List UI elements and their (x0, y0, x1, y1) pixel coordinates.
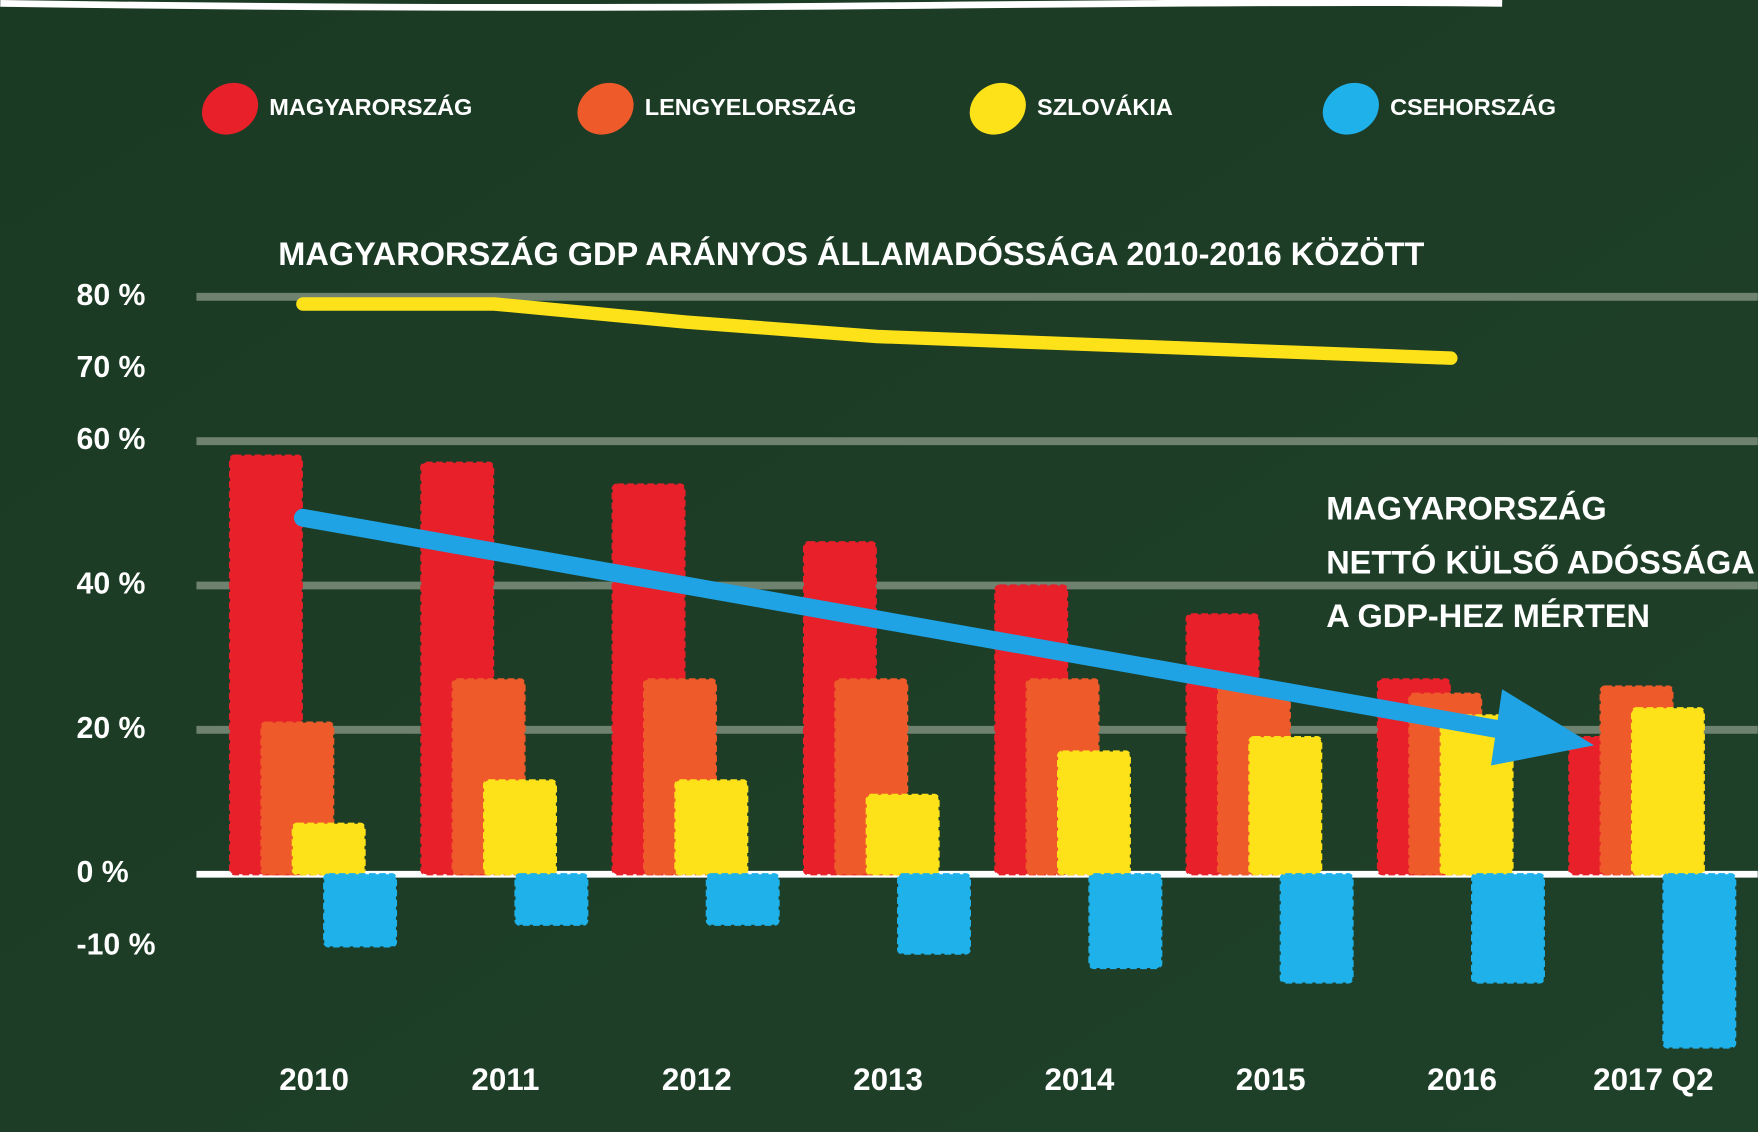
bar (1471, 873, 1545, 984)
x-tick-label: 2015 (1236, 1062, 1306, 1097)
legend-label: LENGYELORSZÁG (645, 93, 857, 120)
bar (705, 873, 780, 926)
y-tick-label: -10 % (77, 928, 156, 961)
annotation-line: MAGYARORSZÁG (1326, 490, 1607, 527)
y-tick-label: 70 % (77, 351, 146, 384)
legend-label: SZLOVÁKIA (1037, 93, 1173, 120)
y-tick-label: 40 % (77, 568, 146, 601)
legend-swatch (577, 82, 634, 135)
legend-label: CSEHORSZÁG (1390, 93, 1556, 120)
annotation-line: A GDP-HEZ MÉRTEN (1326, 597, 1650, 634)
x-tick-label: 2010 (279, 1062, 349, 1097)
bar (865, 793, 940, 876)
x-tick-label: 2017 Q2 (1593, 1062, 1713, 1097)
annotation-line: NETTÓ KÜLSŐ ADÓSSÁGA (1326, 543, 1755, 580)
legend-swatch (1322, 82, 1379, 135)
bar (1630, 707, 1705, 876)
chalk-stroke (0, 0, 1503, 11)
x-tick-label: 2011 (471, 1062, 539, 1097)
bar (1248, 735, 1323, 876)
bar (1662, 873, 1737, 1049)
arrow-head (1490, 689, 1595, 766)
y-tick-label: 20 % (77, 712, 146, 745)
bar (897, 873, 972, 955)
bar (674, 779, 749, 876)
line-label: MAGYARORSZÁG GDP ARÁNYOS ÁLLAMADÓSSÁGA 2… (278, 235, 1424, 272)
debt-line (296, 297, 1458, 365)
bar (1279, 873, 1354, 984)
y-tick-label: 80 % (77, 279, 146, 312)
bar (1088, 873, 1163, 970)
bar (291, 822, 366, 876)
legend-label: MAGYARORSZÁG (269, 93, 472, 120)
annotation: MAGYARORSZÁG NETTÓ KÜLSŐ ADÓSSÁGA A GDP-HE… (1326, 490, 1755, 635)
bar (323, 873, 398, 948)
bar (483, 779, 557, 876)
legend-swatch (969, 82, 1026, 135)
x-tick-label: 2014 (1044, 1062, 1114, 1097)
legend-swatch (201, 82, 259, 135)
bar (1056, 750, 1131, 876)
x-tick-label: 2013 (853, 1062, 923, 1097)
x-tick-label: 2016 (1427, 1062, 1497, 1097)
y-tick-label: 60 % (77, 423, 146, 456)
y-tick-label: 0 % (77, 856, 129, 889)
trend-arrow (293, 508, 1523, 741)
x-tick-label: 2012 (662, 1062, 732, 1097)
bar (514, 873, 589, 926)
